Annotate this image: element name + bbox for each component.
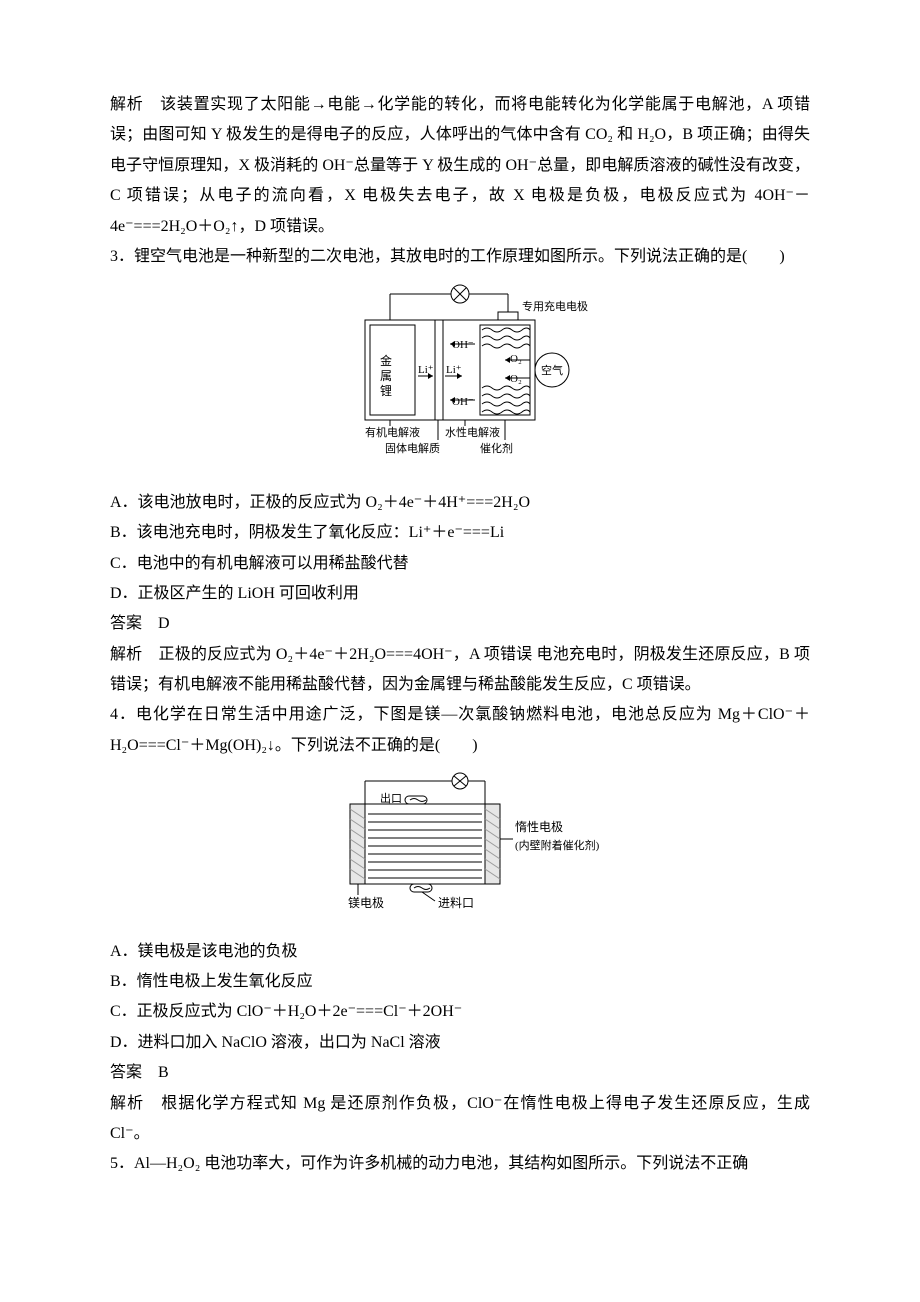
- q3-fig-bl: 有机电解液: [365, 425, 420, 439]
- q3-analysis: 解析 正极的反应式为 O₂＋4e⁻＋2H₂O===4OH⁻，A 项错误 电池充电…: [110, 640, 810, 701]
- q3-fig-bc: 催化剂: [480, 441, 513, 455]
- q4-fig-mg: 镁电极: [348, 896, 384, 910]
- q3-stem: 3．锂空气电池是一种新型的二次电池，其放电时的工作原理如图所示。下列说法正确的是…: [110, 242, 810, 272]
- q4-optA: A．镁电极是该电池的负极: [110, 937, 810, 967]
- q3-fig-top-label: 专用充电电极: [522, 299, 588, 313]
- q3-answer: 答案 D: [110, 609, 810, 639]
- q3-optD: D．正极区产生的 LiOH 可回收利用: [110, 579, 810, 609]
- q3-fig-oh1: OH⁻: [452, 339, 474, 351]
- q4-answer: 答案 B: [110, 1058, 810, 1088]
- svg-text:属: 属: [380, 369, 392, 383]
- q3-optA: A．该电池放电时，正极的反应式为 O₂＋4e⁻＋4H⁺===2H₂O: [110, 488, 810, 518]
- q3-fig-oh2: OH⁻: [452, 396, 474, 408]
- q5-stem: 5．Al—H₂O₂ 电池功率大，可作为许多机械的动力电池，其结构如图所示。下列说…: [110, 1149, 810, 1179]
- q3-optB: B．该电池充电时，阴极发生了氧化反应：Li⁺＋e⁻===Li: [110, 518, 810, 548]
- svg-text:锂: 锂: [380, 383, 392, 398]
- q4-optC: C．正极反应式为 ClO⁻＋H₂O＋2e⁻===Cl⁻＋2OH⁻: [110, 997, 810, 1027]
- analysis-text: 该装置实现了太阳能→电能→化学能的转化，而将电能转化为化学能属于电解池，A 项错…: [110, 96, 810, 235]
- q4-fig-inert2: (内壁附着催化剂): [515, 838, 600, 852]
- q3-fig-o2a: O₂: [510, 353, 522, 365]
- q4-stem: 4．电化学在日常生活中用途广泛，下图是镁—次氯酸钠燃料电池，电池总反应为 Mg＋…: [110, 700, 810, 761]
- q4-optB: B．惰性电极上发生氧化反应: [110, 967, 810, 997]
- q3-fig-bs: 固体电解质: [385, 441, 440, 455]
- q3-fig-bm: 水性电解液: [445, 425, 500, 439]
- q4-figure: 出口 惰性电极: [110, 769, 810, 930]
- analysis-2: 解析 该装置实现了太阳能→电能→化学能的转化，而将电能转化为化学能属于电解池，A…: [110, 90, 810, 242]
- q3-optC: C．电池中的有机电解液可以用稀盐酸代替: [110, 549, 810, 579]
- q4-analysis: 解析 根据化学方程式知 Mg 是还原剂作负极，ClO⁻在惰性电极上得电子发生还原…: [110, 1089, 810, 1150]
- q4-fig-outlet: 出口: [380, 791, 402, 805]
- svg-text:Li⁺: Li⁺: [446, 364, 462, 376]
- q4-optD: D．进料口加入 NaClO 溶液，出口为 NaCl 溶液: [110, 1028, 810, 1058]
- q3-fig-liplus: Li⁺: [418, 364, 434, 376]
- q4-fig-inert: 惰性电极: [515, 820, 563, 834]
- q3-fig-air: 空气: [541, 363, 563, 377]
- q3-fig-li-label: 金: [380, 353, 392, 368]
- analysis-label: 解析: [110, 96, 143, 113]
- q3-fig-o2b: O₂: [510, 373, 522, 385]
- q4-fig-inlet: 进料口: [438, 896, 474, 910]
- q3-figure: 专用充电电极 金 属 锂 Li⁺ Li⁺ OH⁻ OH⁻: [110, 280, 810, 481]
